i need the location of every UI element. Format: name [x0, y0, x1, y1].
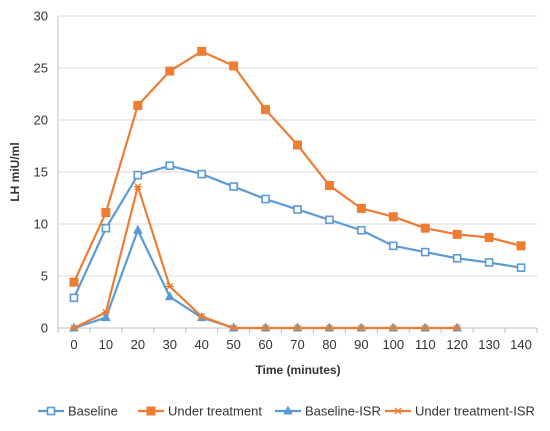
- x-tick-label: 60: [258, 337, 272, 352]
- data-point: [484, 233, 494, 243]
- data-point: [389, 324, 398, 332]
- y-tick-label: 20: [34, 113, 48, 128]
- data-point: [133, 100, 143, 110]
- legend-swatch-marker: [46, 406, 56, 416]
- data-point: [421, 324, 430, 332]
- series-lines: [69, 46, 526, 332]
- data-point: [101, 312, 111, 322]
- series-under-treatment-isr: [69, 183, 462, 332]
- y-axis-label: LH miU/ml: [8, 142, 22, 201]
- data-point: [165, 66, 175, 76]
- data-point: [484, 258, 494, 267]
- legend-label: Baseline: [68, 404, 118, 419]
- y-tick-labels: 0 5 10 15 20 25 30: [34, 9, 48, 336]
- x-tick-label: 10: [99, 337, 113, 352]
- data-point: [229, 61, 239, 71]
- data-point: [420, 223, 430, 233]
- data-point: [165, 161, 175, 171]
- series-baseline-isr: [69, 224, 462, 332]
- series-baseline: [69, 161, 526, 303]
- data-point: [101, 223, 111, 233]
- legend-label: Baseline-ISR: [305, 404, 381, 419]
- data-point: [452, 229, 462, 239]
- series-line: [73, 185, 458, 330]
- data-point: [357, 324, 366, 332]
- data-point: [197, 313, 206, 321]
- x-tick-label: 30: [163, 337, 177, 352]
- legend: Baseline Under treatment Baseline-ISR Under…: [38, 404, 535, 419]
- data-point: [69, 293, 79, 303]
- data-point: [325, 215, 334, 225]
- data-point: [293, 140, 302, 150]
- data-point: [388, 212, 398, 222]
- y-tick-label: 5: [41, 269, 48, 284]
- legend-swatch-marker: [394, 407, 402, 415]
- data-point: [453, 324, 462, 332]
- data-point: [420, 247, 430, 257]
- x-tick-label: 70: [290, 337, 304, 352]
- data-point: [452, 254, 462, 263]
- y-tick-label: 15: [34, 165, 48, 180]
- series-line: [72, 50, 522, 283]
- y-tick-label: 10: [34, 217, 48, 232]
- data-point: [229, 182, 238, 191]
- data-point: [197, 169, 206, 179]
- x-tick-label: 50: [226, 337, 240, 352]
- series-line: [73, 229, 458, 330]
- data-point: [229, 324, 238, 332]
- x-tick-label: 140: [510, 337, 532, 352]
- data-point: [356, 203, 366, 213]
- x-tick-labels: 0 10 20 30 40 50 60 70 80 90 100 110 120 130 140: [70, 337, 532, 352]
- x-tick-label: 110: [415, 337, 436, 352]
- axes: [57, 16, 538, 333]
- data-point: [261, 194, 270, 204]
- data-point: [69, 277, 79, 287]
- data-point: [261, 105, 271, 115]
- data-point: [133, 170, 143, 180]
- legend-item: Baseline: [38, 404, 118, 419]
- legend-label: Under treatment-ISR: [415, 404, 535, 419]
- x-tick-label: 130: [478, 337, 500, 352]
- data-point: [133, 183, 142, 191]
- data-point: [132, 224, 143, 234]
- data-point: [293, 324, 302, 332]
- data-point: [165, 282, 174, 290]
- legend-item: Baseline-ISR: [275, 404, 381, 419]
- data-point: [261, 324, 270, 332]
- data-point: [101, 308, 110, 316]
- data-point: [324, 181, 334, 191]
- series-under-treatment: [69, 46, 526, 287]
- data-point: [101, 208, 111, 218]
- data-point: [325, 324, 334, 332]
- data-point: [357, 225, 366, 235]
- legend-swatch-marker: [146, 406, 156, 416]
- x-tick-label: 80: [322, 337, 336, 352]
- data-point: [164, 291, 175, 301]
- y-tick-label: 25: [34, 61, 48, 76]
- x-axis-label: Time (minutes): [255, 363, 340, 377]
- data-point: [69, 324, 78, 332]
- legend-label: Under treatment: [168, 404, 262, 419]
- y-tick-label: 30: [34, 9, 48, 24]
- x-tick-label: 100: [382, 337, 404, 352]
- legend-item: Under treatment-ISR: [385, 404, 535, 419]
- x-tick-label: 0: [70, 337, 77, 352]
- data-point: [197, 46, 207, 56]
- x-tick-label: 120: [446, 337, 468, 352]
- x-tick-label: 40: [194, 337, 208, 352]
- legend-item: Under treatment: [138, 404, 262, 419]
- data-point: [293, 205, 302, 214]
- data-point: [388, 241, 398, 251]
- data-point: [516, 241, 526, 251]
- data-point: [516, 263, 526, 272]
- x-tick-label: 20: [131, 337, 145, 352]
- legend-swatch-marker: [283, 405, 293, 415]
- x-tick-label: 90: [354, 337, 368, 352]
- y-tick-label: 0: [41, 321, 48, 336]
